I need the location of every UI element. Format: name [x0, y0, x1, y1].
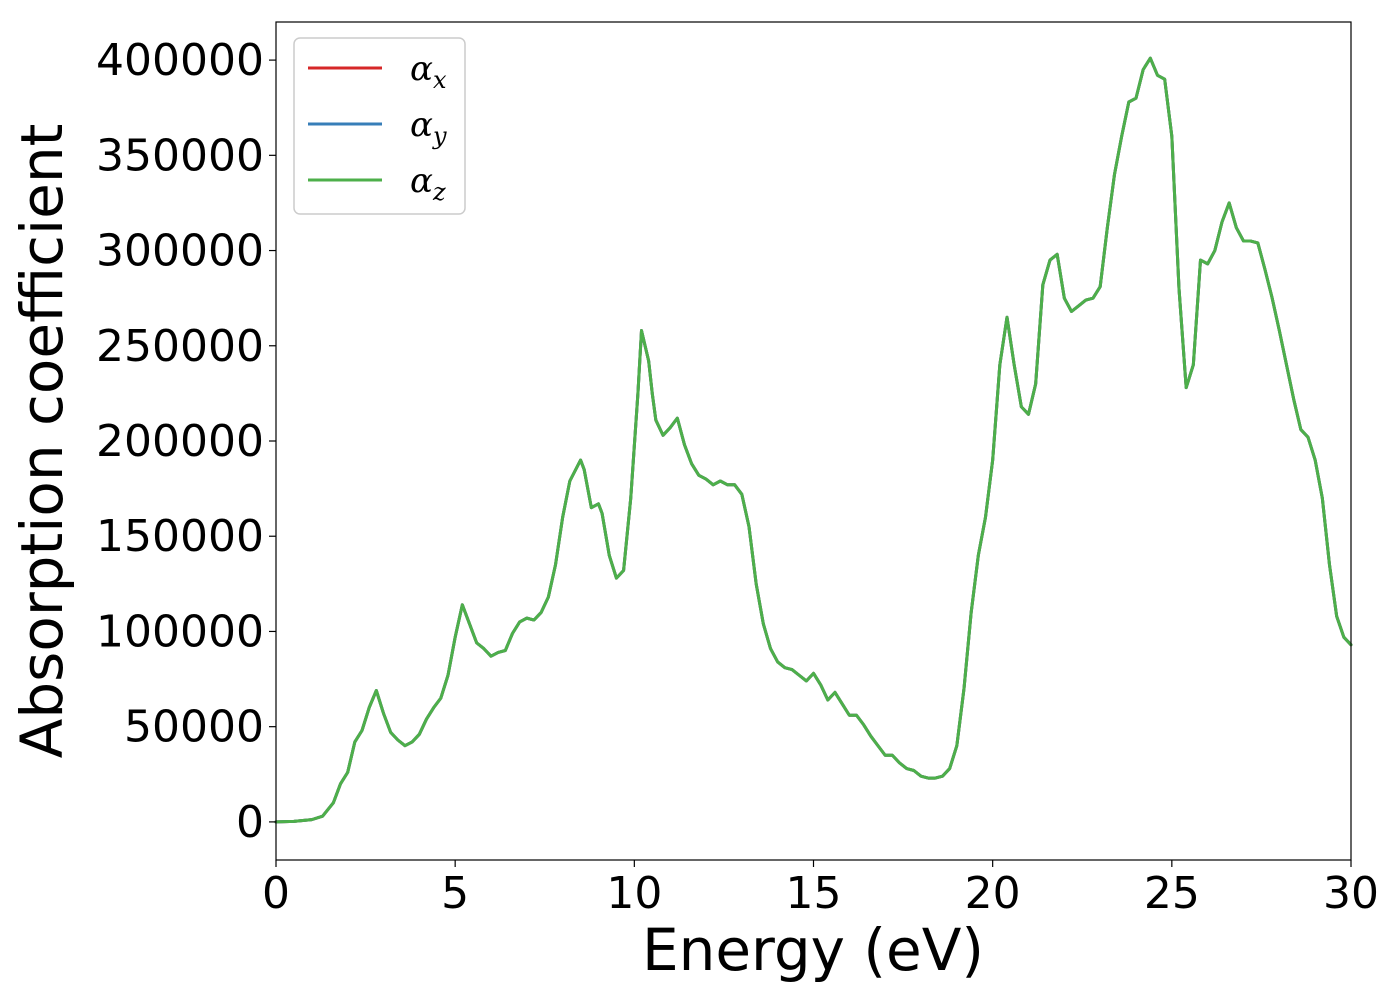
y-tick-label: 200000 [96, 416, 264, 467]
legend-label-x: αx [410, 49, 447, 94]
y-tick-label: 400000 [96, 35, 264, 86]
legend: αx αy αz [293, 37, 466, 215]
x-tick-label: 20 [965, 868, 1021, 919]
x-tick-label: 10 [606, 868, 662, 919]
x-tick-label: 25 [1144, 868, 1200, 919]
legend-entries: αx αy αz [308, 49, 447, 206]
legend-label-z: αz [410, 161, 446, 206]
x-tick-label: 30 [1323, 868, 1379, 919]
x-tick-label: 5 [441, 868, 469, 919]
y-tick-label: 350000 [96, 130, 264, 181]
x-tick-label: 15 [786, 868, 842, 919]
x-axis-ticks: 0 5 10 15 20 25 30 [262, 860, 1379, 919]
y-tick-label: 150000 [96, 511, 264, 562]
series-line-z [274, 56, 1353, 824]
y-axis-ticks: 0 50000 100000 150000 200000 250000 300000 3500… [96, 35, 276, 848]
y-tick-label: 0 [236, 797, 264, 848]
y-tick-label: 300000 [96, 226, 264, 277]
x-axis-title: Energy (eV) [642, 916, 984, 984]
y-tick-label: 100000 [96, 606, 264, 657]
series-layer [274, 56, 1353, 824]
legend-label-y: αy [410, 105, 447, 150]
x-tick-label: 0 [262, 868, 290, 919]
legend-box [293, 37, 466, 215]
y-tick-label: 50000 [124, 702, 264, 753]
y-tick-label: 250000 [96, 321, 264, 372]
y-axis-title: Absorption coefficient [8, 124, 76, 759]
